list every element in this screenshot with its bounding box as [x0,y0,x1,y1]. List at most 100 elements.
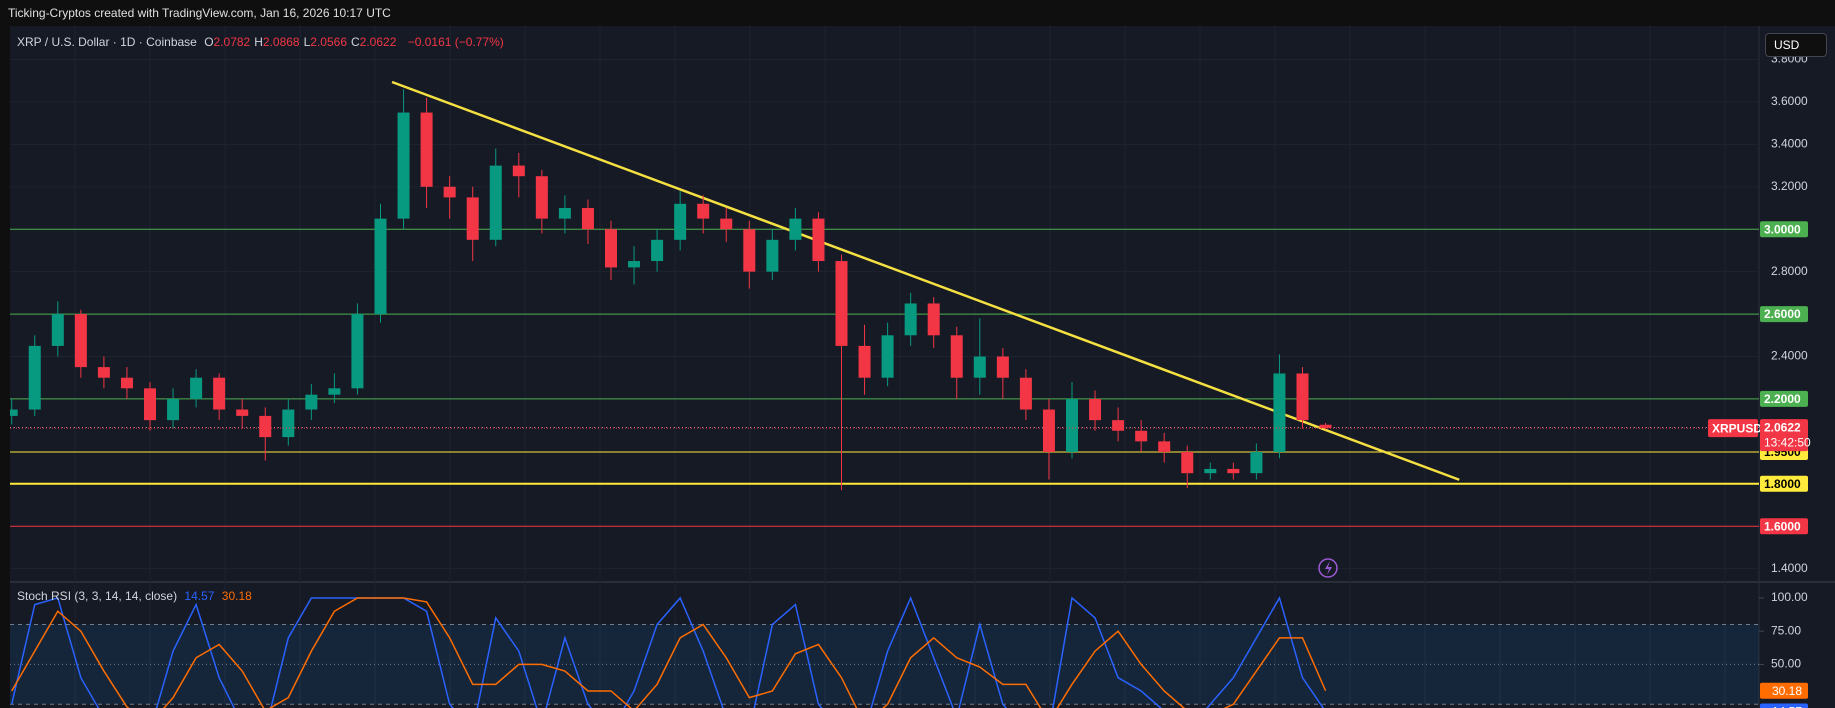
candle-body [28,345,41,410]
ohlc-values: O2.0782 H2.0868 L2.0566 C2.0622 [204,35,400,49]
candle-body [558,208,571,219]
candle-body [489,165,502,240]
candle-body [259,415,272,438]
candle-body [1273,373,1286,452]
level-label: 2.6000 [1764,307,1801,321]
candle-body [720,218,733,230]
symbol-title: XRP / U.S. Dollar · 1D · Coinbase [17,35,197,49]
candle-body [420,112,433,187]
candle-body [236,409,249,416]
level-label: 3.0000 [1764,222,1801,236]
candle-body [466,197,479,240]
candle-body [443,186,456,198]
candle-body [374,218,387,315]
stoch-value-label: 14.57 [1772,705,1802,708]
candle-body [1296,373,1309,421]
candle-body [1135,430,1148,442]
candle-body [1227,468,1240,474]
y-tick-label: 3.6000 [1771,94,1808,108]
y-tick-label: 2.4000 [1771,349,1808,363]
stoch-value-label: 30.18 [1772,684,1802,698]
candle-body [605,229,617,268]
candle-body [835,261,848,346]
price-axis: 3.80003.60003.40003.20002.80002.40001.40… [1708,52,1811,708]
ohlc-value: 2.0566 [310,35,347,49]
price-change: −0.0161 (−0.77%) [407,35,504,49]
stoch-k-value: 14.57 [184,589,215,603]
candle-body [74,314,87,368]
stoch-title: Stoch RSI (3, 3, 14, 14, close) [17,589,178,603]
level-label: 1.6000 [1764,519,1801,533]
candle-body [674,203,687,240]
candle-body [1204,468,1217,474]
y-tick-label: 3.4000 [1771,137,1808,151]
candle-body [1066,398,1078,452]
symbol-box [1708,419,1758,438]
lightning-glyph [1325,561,1332,575]
candle-body [766,239,779,272]
candle-body [743,229,756,272]
lightning-icon[interactable] [1318,558,1338,578]
candle-body [1250,451,1263,474]
candle-body [1181,451,1194,474]
stoch-pane [10,595,1327,708]
main-pane [10,59,1759,570]
symbol-label: XRPUSD [1712,421,1762,435]
candle-body [351,314,364,389]
candle-body [950,335,963,378]
candle-body [1112,420,1125,431]
ohlc-label: C [351,35,360,49]
candle-body [996,356,1009,378]
candle-body [973,356,986,378]
symbol-legend: XRP / U.S. Dollar · 1D · Coinbase O2.078… [17,35,508,49]
candle-body [97,367,110,378]
stoch-legend: Stoch RSI (3, 3, 14, 14, close) 14.57 30… [17,589,256,603]
candle-body [1019,377,1032,410]
candle-body [51,314,64,346]
stoch-d-value: 30.18 [221,589,252,603]
candle-body [1089,398,1102,421]
stoch-tick-label: 50.00 [1771,657,1801,671]
candle-body [328,388,341,395]
chart-background [10,26,1835,708]
candle-body [1042,409,1055,452]
candle-body [651,239,664,262]
level-label-box [1760,390,1808,407]
candle-body [144,388,156,421]
candle-body [167,398,180,421]
candle-body [628,261,641,268]
last-price-box [1760,419,1808,452]
candle-body [697,203,710,219]
candle-body [812,218,825,262]
ohlc-value: 2.0868 [262,35,300,49]
stoch-line [10,595,1325,708]
ohlc-label: O [204,35,214,49]
candle-body [904,303,917,336]
ohlc-value: 2.0622 [359,35,397,49]
candle-body [512,165,525,177]
attribution: Ticking-Cryptos created with TradingView… [8,6,391,20]
candle-body [120,377,133,389]
stoch-line [11,597,1327,708]
currency-button[interactable]: USD [1765,33,1827,57]
candle-body [789,218,802,240]
candle-body [10,409,18,416]
ohlc-label: L [303,35,311,49]
level-label: 1.8000 [1764,477,1801,491]
last-price-label: 2.0622 [1764,420,1801,434]
level-label-box [1760,475,1808,492]
candle-body [858,345,871,378]
level-label-box [1760,306,1808,323]
candle-body [927,303,940,336]
stoch-value-box [1760,703,1808,708]
stoch-tick-label: 75.00 [1771,623,1801,637]
level-label: 2.2000 [1764,392,1801,406]
candle-body [881,335,894,378]
candle-body [1319,424,1332,429]
ohlc-label: H [254,35,263,49]
candle-body [1158,441,1171,452]
countdown-label: 13:42:50 [1764,435,1811,449]
candle-body [397,112,410,219]
